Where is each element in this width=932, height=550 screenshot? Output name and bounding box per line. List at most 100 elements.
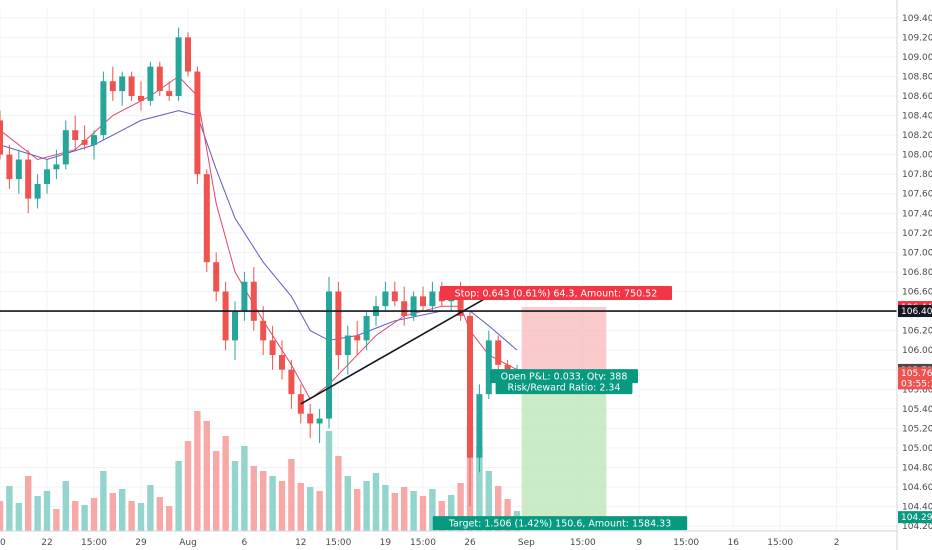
x-tick-label: 22 — [41, 538, 52, 548]
stop-label-text: Stop: 0.643 (0.61%) 64.3, Amount: 750.52 — [455, 289, 658, 300]
candle-body — [15, 159, 22, 180]
candle-body — [420, 296, 426, 307]
volume-bar — [128, 501, 135, 531]
x-tick-label: Sep — [518, 538, 535, 548]
candle-body — [288, 369, 295, 395]
price-label-bg — [898, 377, 932, 390]
candle-body — [232, 311, 238, 341]
candle-body — [476, 394, 483, 458]
volume-bar — [288, 459, 295, 531]
target-label: Target: 1.506 (1.42%) 150.6, Amount: 158… — [432, 516, 688, 531]
candle-body — [335, 291, 342, 356]
candle-body — [344, 335, 351, 356]
volume-bar — [109, 493, 116, 531]
volume-bar — [241, 446, 248, 531]
candle-body — [185, 37, 191, 72]
x-tick-label: Aug — [179, 538, 197, 548]
rr-label: Risk/Reward Ratio: 2.34 — [495, 380, 633, 395]
x-tick-label: 9 — [636, 538, 642, 548]
volume-bar — [391, 493, 398, 531]
y-tick-label: 106.200 — [902, 327, 932, 337]
y-tick-label: 108.000 — [902, 151, 932, 161]
pnl-label-text: Open P&L: 0.033, Qty: 388 — [501, 372, 628, 383]
volume-bar — [222, 436, 229, 531]
volume-bar — [175, 461, 182, 531]
stop-zone — [521, 307, 607, 374]
y-tick-label: 107.800 — [902, 170, 932, 180]
pnl-label-bg — [490, 369, 638, 384]
volume-bar — [354, 489, 361, 531]
volume-bar — [419, 496, 427, 531]
position-tool[interactable] — [521, 307, 607, 518]
candle-body — [213, 262, 220, 292]
candle-body — [100, 81, 107, 136]
volume-bar — [476, 446, 483, 531]
y-tick-label: 104.400 — [902, 503, 932, 513]
volume-bar — [344, 476, 351, 531]
candle-body — [138, 95, 144, 101]
y-tick-label: 106.800 — [902, 268, 932, 278]
volume-bar — [184, 441, 192, 531]
volume-bar — [25, 476, 32, 531]
price-label-bg — [898, 305, 932, 318]
y-tick-label: 105.000 — [902, 444, 932, 454]
candle-body — [363, 315, 370, 341]
target-label-bg — [432, 516, 688, 531]
candle-body — [175, 37, 182, 96]
y-tick-label: 105.400 — [902, 405, 932, 415]
y-tick-label: 107.400 — [902, 209, 932, 219]
candle-body — [194, 71, 201, 175]
volume-bar — [53, 509, 60, 531]
volume-bar — [401, 487, 408, 531]
target-label-text: Target: 1.506 (1.42%) 150.6, Amount: 158… — [448, 519, 672, 530]
volume-bar — [457, 483, 464, 531]
x-tick-label: 15:00 — [81, 538, 107, 548]
trend-line — [300, 295, 490, 405]
candle-body — [241, 281, 248, 312]
grid — [0, 8, 897, 531]
y-tick-label: 106.600 — [902, 287, 932, 297]
rr-label-text: Risk/Reward Ratio: 2.34 — [507, 383, 620, 394]
y-tick-label: 105.600 — [902, 385, 932, 395]
volume-bar — [325, 431, 333, 531]
candle-body — [250, 281, 257, 321]
candle-body — [34, 183, 41, 199]
price-label-bg — [898, 511, 932, 524]
x-tick-label: 12 — [295, 538, 306, 548]
volume-bar — [429, 489, 436, 531]
candle-body — [382, 291, 389, 307]
candle-body — [25, 159, 32, 199]
candle-body — [203, 174, 210, 263]
volume-bar — [194, 411, 201, 531]
y-tick-label: 107.200 — [902, 229, 932, 239]
volume-bar — [372, 473, 380, 531]
volume-bar — [119, 489, 126, 531]
rr-label-bg — [495, 380, 633, 395]
volume-bar — [250, 466, 257, 531]
volume-bar — [81, 505, 88, 531]
volume-bar — [156, 497, 163, 531]
candle-body — [429, 291, 436, 307]
candle-body — [62, 130, 69, 165]
y-tick-label: 108.600 — [902, 92, 932, 102]
x-tick-label: 15:00 — [570, 538, 596, 548]
y-tick-label: 105.200 — [902, 424, 932, 434]
drawings[interactable] — [0, 295, 897, 405]
x-tick-label: 15:00 — [767, 538, 793, 548]
volume-bar — [231, 461, 239, 531]
volume-bar — [316, 491, 323, 531]
candle-body — [72, 130, 79, 140]
volume-bar — [495, 486, 502, 531]
x-tick-label: 16 — [727, 538, 739, 548]
candle-body — [119, 76, 126, 92]
candle-body — [156, 66, 163, 92]
candle-body — [109, 81, 116, 92]
y-tick-label: 104.600 — [902, 483, 932, 493]
x-tick-label: 19 — [380, 538, 392, 548]
candle-body — [53, 164, 60, 170]
candle-body — [485, 340, 492, 395]
volume-bar — [335, 456, 342, 531]
y-tick-label: 104.800 — [902, 463, 932, 473]
